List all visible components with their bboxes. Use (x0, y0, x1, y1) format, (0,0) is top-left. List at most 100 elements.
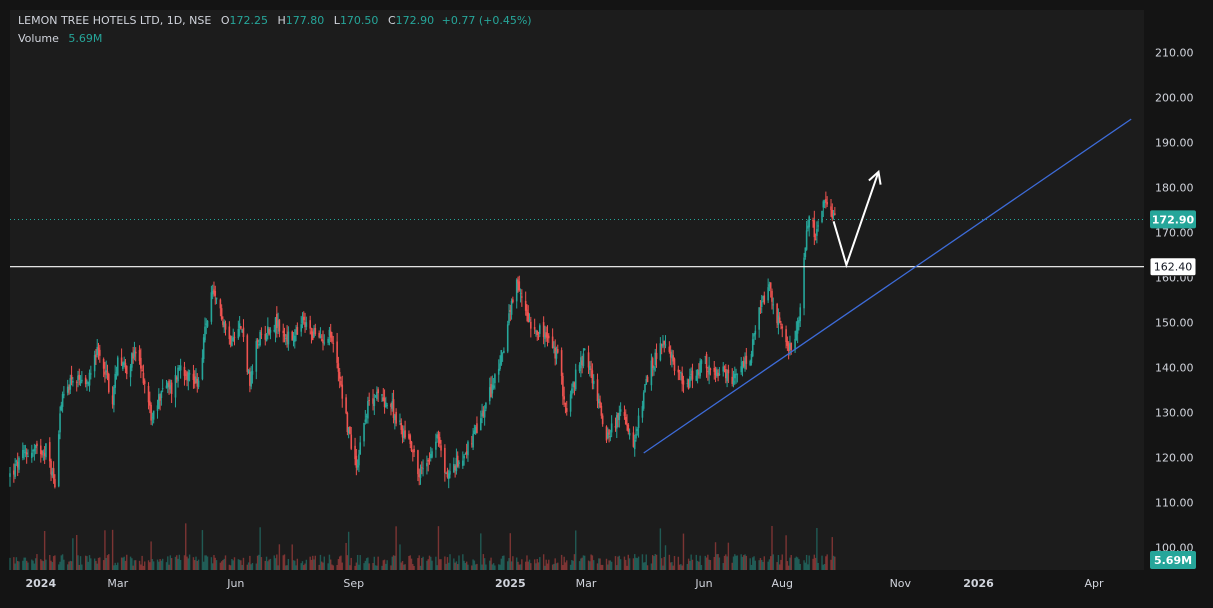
symbol-label[interactable]: LEMON TREE HOTELS LTD, 1D, NSE (18, 14, 212, 27)
volume-bar (646, 565, 649, 570)
candle-body (274, 317, 277, 334)
candle-body (314, 327, 317, 335)
candle-body (751, 339, 754, 357)
plot-area[interactable] (10, 10, 1144, 570)
candle-body (447, 473, 450, 480)
volume-bar (178, 554, 181, 570)
volume-bar (14, 563, 16, 570)
volume-bar (114, 562, 116, 570)
volume-bar (283, 554, 286, 570)
volume-bar (453, 558, 455, 570)
candle-body (13, 470, 15, 475)
candle-body (328, 329, 331, 336)
volume-bar (332, 565, 334, 570)
candle-body (503, 350, 505, 353)
x-tick-label: 2026 (963, 577, 994, 590)
candle-body (700, 360, 703, 364)
candle-body (104, 371, 106, 375)
drawing-overlays[interactable] (10, 118, 1144, 454)
volume-bar (691, 559, 694, 570)
candle-body (436, 434, 438, 439)
candle-body (259, 331, 261, 346)
volume-bar (507, 561, 509, 570)
candle-body (754, 330, 757, 335)
candle-body (349, 426, 351, 435)
candle-body (691, 370, 694, 380)
volume-bar (501, 555, 504, 570)
candle-body (804, 247, 807, 258)
x-tick-label: Jun (694, 577, 712, 590)
volume-label[interactable]: Volume (18, 32, 59, 45)
volume-bar (408, 555, 410, 570)
low-label: L (333, 14, 340, 27)
volume-bar (204, 555, 206, 570)
volume-bar (238, 559, 241, 570)
volume-bar (176, 555, 178, 570)
volume-bar (831, 537, 833, 570)
candle-body (789, 344, 791, 350)
volume-bar (231, 558, 233, 570)
candle-body (539, 325, 541, 334)
candle-body (178, 367, 181, 369)
candle-body (394, 415, 396, 421)
volume-bar (489, 560, 491, 570)
candle-body (256, 340, 259, 343)
candle-body (628, 433, 631, 436)
candle-body (374, 396, 377, 398)
volume-bar (394, 555, 396, 570)
volume-bar (365, 558, 368, 570)
candle-body (708, 365, 710, 375)
candle-body (160, 391, 163, 398)
candle-body (808, 216, 810, 228)
level-badge-text: 162.40 (1154, 261, 1193, 274)
volume-bar (117, 562, 119, 570)
volume-bar (689, 560, 691, 570)
candle-body (467, 441, 469, 456)
volume-bar (232, 560, 234, 570)
volume-bar (490, 557, 492, 570)
volume-bar (108, 554, 110, 570)
candle-body (826, 201, 828, 205)
candle-body (813, 220, 816, 238)
candle-body (776, 303, 778, 324)
candle-body (727, 369, 730, 374)
volume-bar (60, 555, 63, 570)
volume-bar (169, 555, 172, 570)
volume-bar (754, 560, 757, 570)
axes: 210.00200.00190.00180.00170.00160.00150.… (25, 47, 1197, 590)
candle-body (250, 371, 252, 387)
x-tick-label: Aug (771, 577, 792, 590)
volume-bar (81, 564, 83, 570)
volume-bar (562, 565, 564, 570)
candle-body (192, 373, 195, 380)
volume-bar (111, 529, 114, 570)
candle-body (790, 342, 793, 350)
volume-bar (718, 557, 721, 570)
volume-bar (498, 564, 500, 570)
candle-body (637, 415, 640, 428)
candle-body (512, 299, 514, 303)
candle-body (509, 310, 512, 312)
volume-bar (96, 563, 98, 570)
volume-bar (138, 560, 141, 570)
volume-bar (187, 558, 190, 570)
candle-body (440, 445, 442, 451)
candle-body (251, 370, 254, 375)
volume-bar (321, 561, 323, 570)
candle-body (422, 468, 424, 470)
candle-body (340, 381, 342, 386)
candle-body (54, 478, 56, 488)
candle-body (832, 213, 835, 216)
y-tick-label: 110.00 (1155, 497, 1194, 510)
volume-bar (654, 554, 656, 570)
volume-bar (799, 563, 801, 570)
candle-body (500, 350, 503, 365)
candle-body (282, 330, 285, 334)
candle-body (778, 317, 781, 323)
volume-bar (632, 558, 635, 570)
candle-body (39, 445, 42, 455)
volume-bar (206, 556, 209, 570)
volume-bar (735, 555, 737, 570)
candle-body (23, 450, 25, 452)
